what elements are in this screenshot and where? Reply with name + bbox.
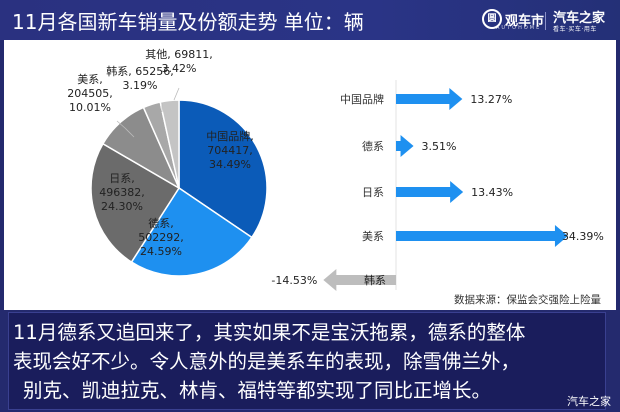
growth-value-label: -14.53% [271,274,317,287]
growth-value-label: 13.43% [471,186,513,199]
pie-slice-5 [159,99,180,189]
caption-box: 11月德系又追回来了，其实如果不是宝沃拖累，德系的整体 表现会好不少。令人意外的… [8,312,606,410]
caption-line-2: 表现会好不少。令人意外的是美系车的表现，除雪佛兰外， [13,350,521,373]
growth-arrow-chart: 中国品牌 13.27% 德系 3.51% 日系 13.43% 美系 34.39% 韩系 -14.5… [271,80,604,291]
guanchesi-logo: 圆 观车市 AUTOHOME [482,9,545,31]
growth-arrow-4 [323,269,396,291]
pie-slice-1 [130,186,253,277]
page-title: 11月各国新车销量及份额走势 单位：辆 [12,10,364,34]
logo-ring-icon: 圆 [482,9,502,29]
logo-left-sub: AUTOHOME [496,25,542,31]
growth-arrow-3 [396,225,568,247]
chart-panel: 中国品牌, 704417, 34.49% 德系, 502292, 24.59% 日系, 496… [4,40,616,310]
growth-arrow-2 [396,181,464,203]
logo-right-sub: 看车·买车·用车 [553,26,597,33]
growth-value-label: 34.39% [562,230,604,243]
caption-line-3: 别克、凯迪拉克、林肯、福特等都实现了同比正增长。 [23,379,492,402]
logo-left-text: 观车市 [505,13,545,29]
growth-category-label: 韩系 [364,273,386,287]
pie-label-5: 其他, 69811, 3.42% [145,48,212,75]
growth-arrow-1 [396,135,414,157]
logo-right-text: 汽车之家 [553,11,606,26]
growth-category-label: 美系 [362,230,384,243]
growth-arrow-0 [396,88,463,110]
header-bar: 11月各国新车销量及份额走势 单位：辆 圆 观车市 AUTOHOME 汽车之家 … [0,0,620,40]
pie-slice-2 [90,142,181,264]
data-source-note: 数据来源：保监会交强险上险量 [454,294,601,306]
pie-label-0: 中国品牌, 704417, 34.49% [206,129,254,171]
growth-value-label: 13.27% [470,93,512,106]
pie-label-3: 美系, 204505, 10.01% [67,73,113,114]
pie-label-4: 韩系, 65256, 3.19% [106,64,173,92]
pie-chart [90,99,268,277]
growth-value-label: 3.51% [422,140,457,153]
pie-slice-0 [178,99,268,239]
pie-labels: 中国品牌, 704417, 34.49% 德系, 502292, 24.59%日系, 496… [67,48,254,258]
logo-divider [545,12,546,30]
growth-category-label: 德系 [362,139,384,153]
growth-category-label: 中国品牌 [340,92,384,106]
pie-label-2: 日系, 496382, 24.30% [99,172,145,213]
growth-category-label: 日系 [362,186,384,199]
watermark: 汽车之家 [567,395,611,408]
caption-line-1: 11月德系又追回来了，其实如果不是宝沃拖累，德系的整体 [13,321,526,344]
chart-canvas: 中国品牌, 704417, 34.49% 德系, 502292, 24.59%日系, 496… [67,48,604,291]
pie-label-1: 德系, 502292, 24.59% [138,216,184,258]
autohome-logo: 汽车之家 看车·买车·用车 [553,7,605,33]
